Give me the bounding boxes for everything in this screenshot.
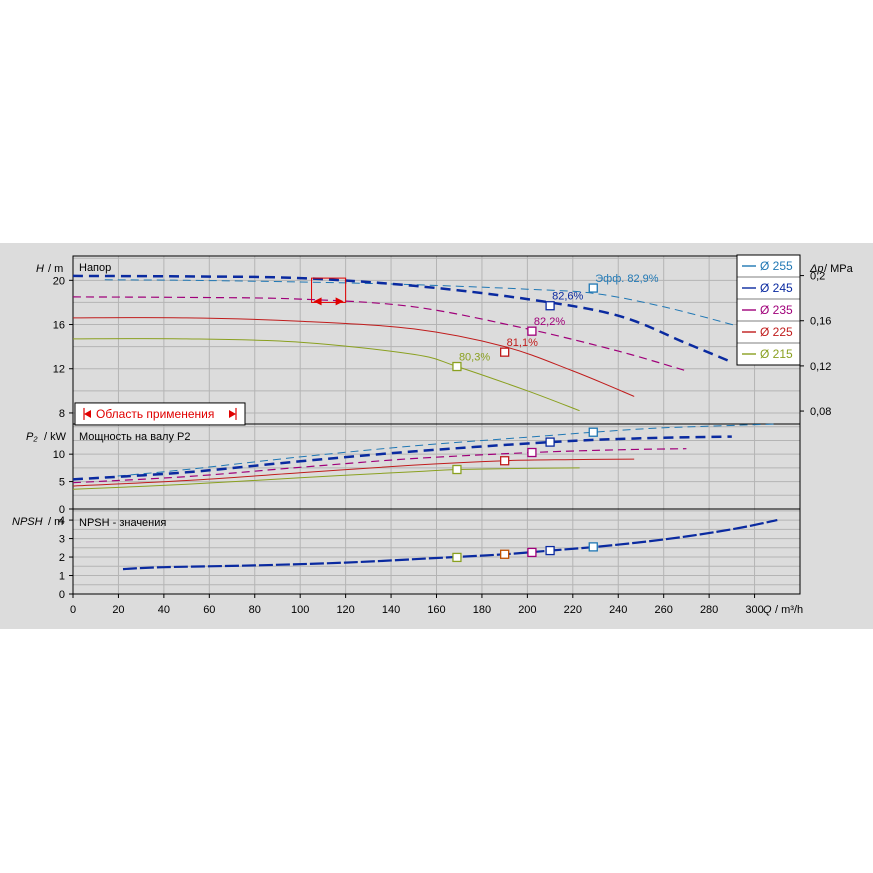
power-curve-1 bbox=[104, 423, 778, 478]
x-tick-label: 260 bbox=[655, 604, 673, 616]
head-y-axis-label: H bbox=[36, 263, 44, 275]
x-tick-label: 40 bbox=[158, 604, 170, 616]
x-tick-label: 300 bbox=[745, 604, 763, 616]
efficiency-label-1: Эфф. 82,9% bbox=[595, 273, 659, 285]
legend-entry-4: Ø 225 bbox=[760, 325, 793, 339]
npsh-curve bbox=[122, 519, 778, 571]
head-curve-4 bbox=[72, 317, 635, 397]
head-panel-title: Напор bbox=[79, 262, 111, 274]
x-tick-label: 20 bbox=[112, 604, 124, 616]
power-bep-marker-5 bbox=[452, 464, 462, 475]
power-bep-marker-1 bbox=[588, 427, 598, 437]
efficiency-label-5: 80,3% bbox=[459, 352, 490, 364]
efficiency-label-2: 82,6% bbox=[552, 291, 583, 303]
application-area-legend-left-arrow bbox=[84, 409, 91, 418]
npsh-panel-title: NPSH - значения bbox=[79, 517, 166, 529]
head-curve-5 bbox=[72, 338, 580, 412]
x-axis-unit: / m³/h bbox=[775, 604, 803, 616]
head-bep-marker-3 bbox=[527, 326, 537, 336]
x-tick-label: 160 bbox=[427, 604, 445, 616]
legend-entry-5: Ø 215 bbox=[760, 347, 793, 361]
npsh-y-tick-label: 2 bbox=[59, 552, 65, 564]
pump-curve-chart: 8 12 16 20 0 5 10 0 1 2 3 4 0,08 0,12 0,16 0,2 0 20 40 60 80… bbox=[0, 243, 873, 629]
x-tick-label: 280 bbox=[700, 604, 718, 616]
legend-entry-1: Ø 255 bbox=[760, 259, 793, 273]
power-y-axis-label: P₂ bbox=[26, 431, 38, 443]
head-y-tick-label: 8 bbox=[59, 408, 65, 420]
application-area-label: Область применения bbox=[96, 407, 214, 421]
x-axis-label: Q bbox=[763, 604, 772, 616]
x-tick-label: 180 bbox=[473, 604, 491, 616]
power-y-axis-unit: / kW bbox=[44, 431, 67, 443]
x-tick-label: 0 bbox=[70, 604, 76, 616]
power-bep-marker-2 bbox=[545, 437, 555, 447]
head-bep-marker-1 bbox=[588, 283, 598, 293]
npsh-marker-2 bbox=[500, 549, 510, 559]
y2-tick-label: 0,12 bbox=[810, 361, 831, 373]
x-tick-label: 220 bbox=[564, 604, 582, 616]
head-bep-marker-5 bbox=[452, 361, 462, 372]
head-curve-3 bbox=[72, 296, 687, 372]
power-curve-4 bbox=[72, 458, 635, 487]
application-area-right-arrow bbox=[335, 297, 344, 306]
power-bep-marker-3 bbox=[527, 447, 537, 458]
head-curve-1 bbox=[104, 279, 778, 339]
x-tick-label: 80 bbox=[249, 604, 261, 616]
npsh-marker-4 bbox=[545, 545, 555, 556]
power-panel-title: Мощность на валу P2 bbox=[79, 431, 191, 443]
application-area-left-arrow bbox=[313, 297, 322, 306]
npsh-y-axis-label: NPSH bbox=[12, 516, 43, 528]
legend-entry-2: Ø 245 bbox=[760, 281, 793, 295]
head-y-tick-label: 16 bbox=[53, 320, 65, 332]
head-y-axis-unit: / m bbox=[48, 263, 63, 275]
power-curve-2 bbox=[72, 435, 732, 481]
y2-axis-label: Δp bbox=[809, 263, 824, 275]
head-y-tick-label: 20 bbox=[53, 275, 65, 287]
y2-tick-label: 0,16 bbox=[810, 316, 831, 328]
x-tick-label: 140 bbox=[382, 604, 400, 616]
head-y-tick-label: 12 bbox=[53, 364, 65, 376]
x-tick-label: 240 bbox=[609, 604, 627, 616]
npsh-y-tick-label: 0 bbox=[59, 589, 65, 601]
application-area-legend-right-arrow bbox=[229, 409, 236, 418]
npsh-y-tick-label: 1 bbox=[59, 571, 65, 583]
x-tick-label: 200 bbox=[518, 604, 536, 616]
npsh-y-tick-label: 3 bbox=[59, 534, 65, 546]
efficiency-label-4: 81,1% bbox=[507, 337, 538, 349]
power-bep-marker-4 bbox=[500, 456, 510, 466]
application-area-box bbox=[311, 277, 347, 303]
npsh-marker-5 bbox=[588, 542, 598, 552]
legend-entry-3: Ø 235 bbox=[760, 303, 793, 317]
application-area-legend-box bbox=[74, 402, 246, 426]
power-y-tick-label: 10 bbox=[53, 449, 65, 461]
head-bep-marker-4 bbox=[500, 347, 510, 357]
power-curve-5 bbox=[72, 467, 580, 490]
head-curve-2 bbox=[72, 274, 733, 364]
npsh-marker-1 bbox=[452, 552, 462, 563]
power-y-tick-label: 5 bbox=[59, 477, 65, 489]
y2-tick-label: 0,08 bbox=[810, 406, 831, 418]
y2-axis-unit: / MPa bbox=[824, 263, 854, 275]
npsh-y-tick-label: 4 bbox=[59, 515, 65, 527]
x-tick-label: 120 bbox=[336, 604, 354, 616]
efficiency-label-3: 82,2% bbox=[534, 316, 565, 328]
npsh-marker-3 bbox=[527, 547, 537, 558]
head-bep-marker-2 bbox=[545, 301, 555, 311]
y2-tick-label: 0,2 bbox=[810, 271, 825, 283]
x-tick-label: 60 bbox=[203, 604, 215, 616]
x-tick-label: 100 bbox=[291, 604, 309, 616]
npsh-y-axis-unit: / m bbox=[48, 516, 63, 528]
power-y-tick-label: 0 bbox=[59, 504, 65, 516]
